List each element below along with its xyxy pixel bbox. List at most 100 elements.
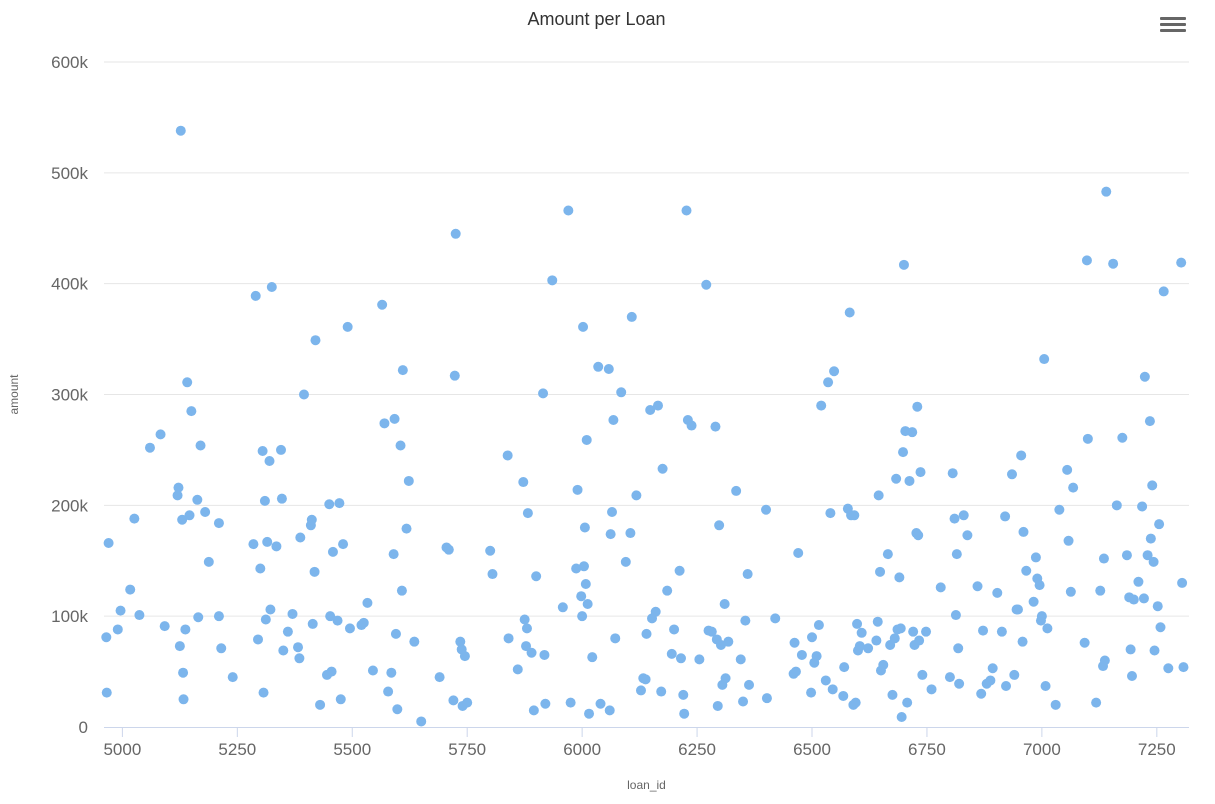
data-point — [666, 648, 677, 659]
x-tick-label: 6750 — [908, 740, 946, 759]
data-point — [949, 513, 960, 524]
data-point — [178, 694, 189, 705]
data-point — [287, 608, 298, 619]
data-point — [863, 643, 874, 654]
data-point — [895, 623, 906, 634]
data-point — [625, 528, 636, 539]
data-point — [401, 523, 412, 534]
data-point — [950, 610, 961, 621]
data-point — [276, 493, 287, 504]
data-point — [416, 716, 427, 727]
data-point — [962, 530, 973, 541]
data-point — [332, 615, 343, 626]
data-point — [686, 420, 697, 431]
data-point — [1062, 464, 1073, 475]
data-point — [115, 605, 126, 616]
data-point — [610, 633, 621, 644]
data-point — [1101, 186, 1112, 197]
data-point — [839, 662, 850, 673]
data-point — [889, 633, 900, 644]
data-point — [985, 675, 996, 686]
data-point — [172, 490, 183, 501]
data-point — [827, 684, 838, 695]
data-point — [878, 659, 889, 670]
data-point — [326, 666, 337, 677]
data-point — [811, 651, 822, 662]
data-point — [896, 712, 907, 723]
data-point — [580, 579, 591, 590]
data-point — [409, 636, 420, 647]
x-tick-label: 5000 — [103, 740, 141, 759]
data-point — [735, 654, 746, 665]
data-point — [1149, 645, 1160, 656]
y-axis-title: amount — [7, 374, 21, 415]
data-point — [193, 612, 204, 623]
data-point — [972, 581, 983, 592]
data-point — [1158, 286, 1169, 297]
y-tick-label: 100k — [51, 607, 88, 626]
data-point — [216, 643, 227, 654]
data-point — [1017, 636, 1028, 647]
data-point — [392, 704, 403, 715]
data-point — [388, 549, 399, 560]
data-point — [248, 539, 259, 550]
x-axis-title: loan_id — [627, 778, 666, 792]
data-point — [227, 672, 238, 683]
chart-menu-button[interactable] — [1160, 17, 1186, 39]
data-point — [816, 400, 827, 411]
data-point — [882, 549, 893, 560]
data-point — [1036, 611, 1047, 622]
data-point — [325, 611, 336, 622]
data-point — [902, 697, 913, 708]
data-point — [645, 405, 656, 416]
data-point — [257, 446, 268, 457]
data-point — [595, 698, 606, 709]
data-point — [512, 664, 523, 675]
data-point — [987, 663, 998, 674]
data-point — [563, 205, 574, 216]
x-tick-label: 5250 — [218, 740, 256, 759]
data-point — [531, 571, 542, 582]
data-point — [674, 565, 685, 576]
data-point — [434, 672, 445, 683]
data-point — [852, 618, 863, 629]
data-point — [1039, 354, 1050, 365]
data-point — [1163, 663, 1174, 674]
x-tick-label: 5500 — [333, 740, 371, 759]
data-point — [155, 429, 166, 440]
data-point — [250, 290, 261, 301]
y-tick-label: 200k — [51, 496, 88, 515]
data-point — [390, 628, 401, 639]
menu-icon-bar — [1160, 17, 1186, 20]
data-point — [958, 510, 969, 521]
data-point — [844, 307, 855, 318]
data-point — [315, 699, 326, 710]
data-point — [714, 520, 725, 531]
data-point — [1145, 533, 1156, 544]
data-point — [253, 634, 264, 645]
data-point — [362, 597, 373, 608]
data-point — [806, 687, 817, 698]
data-point — [174, 641, 185, 652]
data-point — [443, 544, 454, 555]
data-point — [849, 510, 860, 521]
data-point — [519, 614, 530, 625]
data-point — [740, 615, 751, 626]
data-point — [462, 697, 473, 708]
data-point — [502, 450, 513, 461]
data-point — [1001, 680, 1012, 691]
data-point — [694, 654, 705, 665]
data-point — [1068, 482, 1079, 493]
data-point — [1138, 593, 1149, 604]
data-point — [264, 456, 275, 466]
data-point — [913, 530, 924, 541]
data-point — [386, 667, 397, 678]
data-point — [1154, 519, 1165, 530]
data-point — [657, 463, 668, 474]
data-point — [258, 687, 269, 698]
data-point — [1016, 450, 1027, 461]
data-point — [306, 514, 317, 525]
data-point — [1128, 594, 1139, 605]
y-axis-ticks: 0 100k 200k 300k 400k 500k 600k — [51, 53, 88, 737]
data-point — [557, 602, 568, 613]
